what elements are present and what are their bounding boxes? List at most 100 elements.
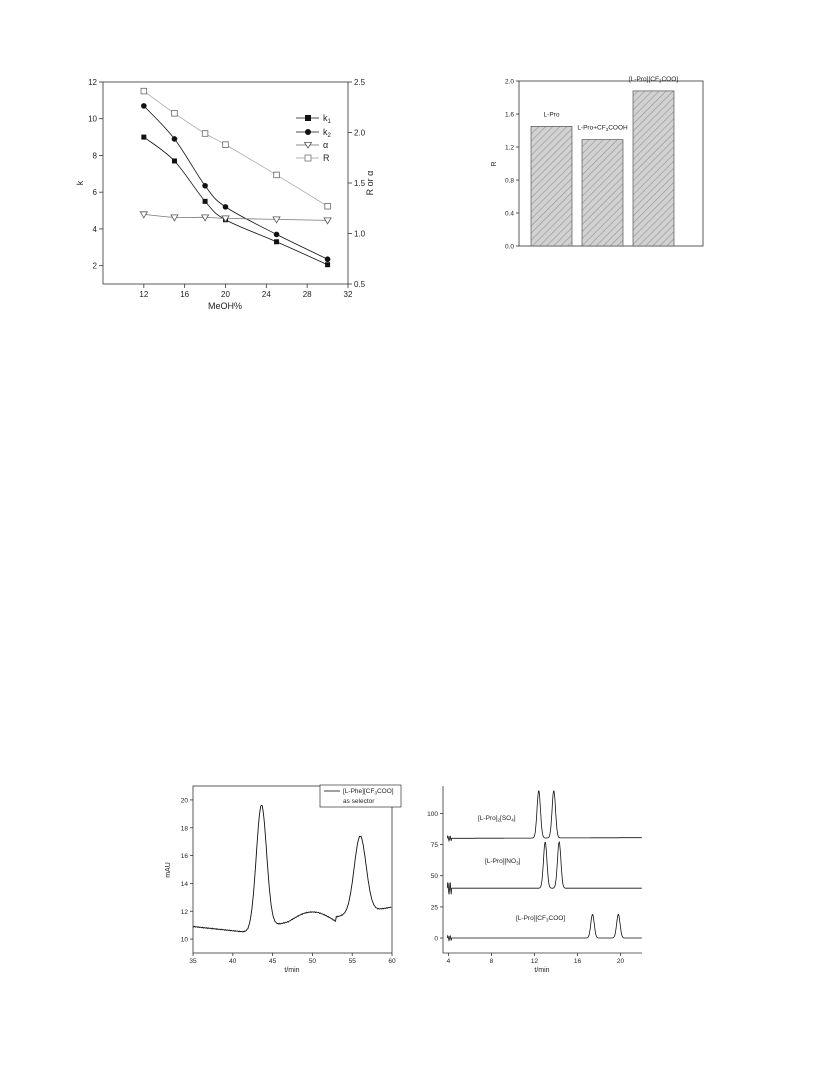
plot-frame (102, 81, 349, 285)
x-tick-label: 12 (531, 958, 539, 965)
y-tick-label: 14 (181, 881, 189, 888)
legend-marker-r (304, 154, 312, 162)
y-left-tick-label: 8 (93, 151, 98, 160)
y-right-tick-label: 1.0 (354, 230, 366, 239)
plot-frame-3 (192, 785, 393, 954)
y-left-axis-label: k (75, 180, 85, 185)
x-tick-label: 16 (574, 958, 582, 965)
point-k2 (171, 136, 178, 142)
x-tick-label: 45 (269, 958, 277, 965)
point-k1 (171, 158, 177, 164)
y-tick-label: 2.0 (505, 79, 514, 86)
legend: k1 k2 α R (296, 113, 332, 163)
x-tick-label: 20 (221, 290, 230, 299)
y-tick-label: 0.0 (505, 244, 514, 251)
point-alpha (272, 216, 281, 224)
x-tick-label: 20 (617, 958, 625, 965)
bar-1 (581, 139, 624, 247)
y-tick-label: 12 (181, 909, 189, 916)
point-r (222, 141, 229, 148)
chromatogram-trace-2 (446, 914, 642, 942)
x-axis-label-3: t/min (284, 967, 299, 974)
bar-label-2: [L-Pro][CF3COO] (629, 76, 678, 84)
y-tick-label: 0 (434, 936, 438, 943)
point-k2 (202, 182, 208, 189)
y-tick-label: 0.4 (505, 211, 514, 218)
point-alpha (323, 217, 332, 225)
y-tick-label: 75 (431, 842, 439, 849)
trace-label-so4: [L-Pro]2[SO4] (478, 815, 516, 823)
point-alpha (221, 215, 230, 223)
legend-marker-k2 (305, 129, 311, 135)
legend-label-3: [L-Phe][CF3COO] (343, 788, 394, 796)
x-axis-label-4: t/min (534, 967, 549, 974)
chart-r-bars: 0.0 0.4 0.8 1.2 1.6 2.0 R L-Pro L-Pro+CF3COOH [… (491, 76, 704, 251)
bar-label-0: L-Pro (544, 111, 560, 118)
point-r (273, 171, 280, 179)
x-tick-label: 40 (229, 958, 237, 965)
x-tick-label: 16 (180, 290, 189, 299)
y-right-tick-label: 1.5 (354, 179, 366, 188)
y-right-tick-label: 2.0 (354, 129, 366, 138)
x-tick-label: 55 (349, 958, 357, 965)
legend-3: [L-Phe][CF3COO] as selector (319, 784, 402, 808)
trace-label-no3: [L-Pro][NO3] (485, 858, 521, 866)
y-right-tick-label: 0.5 (354, 280, 366, 289)
y-axis-label-3: mAU (165, 862, 172, 878)
chart-chromatogram-phe: 35 40 45 50 55 60 10 12 14 16 18 20 t/min mAU [L-P… (165, 784, 402, 974)
x-tick-label: 12 (139, 290, 148, 299)
y-tick-label: 25 (431, 904, 439, 911)
x-tick-label: 24 (262, 290, 271, 299)
y-tick-label: 0.8 (505, 178, 514, 185)
point-r (324, 203, 331, 210)
bar-2 (632, 90, 675, 247)
bar-0 (530, 126, 573, 247)
point-alpha (200, 214, 210, 222)
x-tick-label: 28 (303, 290, 312, 299)
chromatogram-trace (192, 804, 392, 933)
series-line-0 (143, 136, 328, 266)
point-r (171, 110, 178, 117)
legend-label-alpha: α (323, 140, 328, 150)
trace-label-cf3coo: [L-Pro][CF3COO] (516, 915, 565, 923)
y-tick-label: 1.2 (505, 145, 514, 152)
y-tick-label: 18 (181, 825, 189, 832)
y-tick-label: 16 (181, 853, 189, 860)
point-alpha (139, 211, 149, 219)
x-tick-label: 35 (189, 958, 197, 965)
y-left-tick-label: 2 (93, 262, 98, 271)
y-tick-label: 50 (431, 873, 439, 880)
y-tick-label: 100 (427, 811, 438, 818)
y-right-axis-label: R or α (365, 171, 375, 196)
point-k2 (324, 256, 331, 263)
point-k2 (141, 103, 147, 109)
bar-label-1: L-Pro+CF3COOH (577, 125, 628, 133)
y-left-tick-label: 6 (93, 188, 98, 197)
y-axis-label-2: R (491, 161, 498, 166)
point-k2 (222, 204, 229, 210)
legend-label-k1: k1 (323, 113, 332, 125)
point-r (201, 130, 209, 137)
x-tick-label: 60 (388, 958, 396, 965)
y-left-tick-label: 10 (88, 115, 97, 124)
point-k2 (273, 231, 280, 238)
y-tick-label: 20 (181, 797, 189, 804)
series-line-3 (143, 90, 328, 207)
x-axis-label: MeOH% (208, 301, 242, 311)
y-left-tick-label: 12 (88, 78, 97, 87)
point-k1 (141, 134, 147, 140)
legend-label-r: R (323, 153, 330, 163)
legend-label-3-line2: as selector (343, 798, 375, 805)
legend-marker-k1 (305, 115, 311, 121)
x-tick-label: 4 (447, 958, 451, 965)
legend-marker-alpha (303, 142, 313, 149)
series-line-1 (143, 105, 328, 260)
x-tick-label: 8 (490, 958, 494, 965)
point-k1 (274, 239, 280, 245)
x-tick-label: 32 (344, 290, 353, 299)
point-r (140, 87, 148, 95)
chromatogram-trace-0 (446, 790, 642, 843)
